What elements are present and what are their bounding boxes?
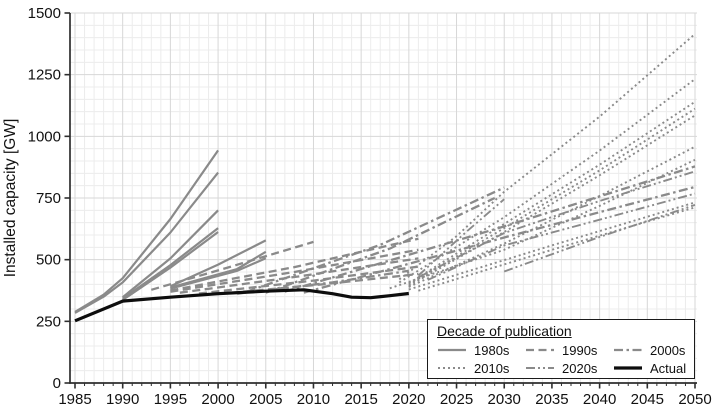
x-tick-label: 2025 xyxy=(440,391,473,408)
series-2010s xyxy=(408,145,696,288)
x-tick-label: 2005 xyxy=(249,391,282,408)
legend-line-sample-icon xyxy=(526,367,554,369)
series-1980s xyxy=(170,250,267,289)
y-tick-label: 1000 xyxy=(28,128,61,145)
legend-entry-label: 2020s xyxy=(562,360,598,376)
legend: Decade of publication 1980s 1990s 2000s 201… xyxy=(427,319,695,379)
series-1980s xyxy=(170,257,267,290)
legend-entry-label: 1990s xyxy=(562,342,598,358)
series-Actual xyxy=(74,288,409,323)
legend-line-sample-icon xyxy=(526,348,554,352)
series-1980s xyxy=(122,227,219,300)
x-tick-label: 2000 xyxy=(201,391,234,408)
y-axis-label: Installed capacity [GW] xyxy=(2,119,19,278)
legend-entry-1990s: 1990s xyxy=(525,343,613,358)
x-tick-label: 2010 xyxy=(297,391,330,408)
data-series xyxy=(74,33,696,323)
series-2000s xyxy=(284,165,696,293)
legend-entry-label: 1980s xyxy=(474,342,510,358)
y-tick-label: 500 xyxy=(36,252,61,269)
series-1980s xyxy=(74,171,219,314)
series-2020s xyxy=(503,203,696,273)
series-2010s xyxy=(408,101,696,285)
x-tick-label: 2050 xyxy=(678,391,711,408)
legend-entry-label: Actual xyxy=(650,360,687,376)
series-1980s xyxy=(122,209,219,299)
legend-entry-1980s: 1980s xyxy=(437,343,525,358)
x-tick-label: 2015 xyxy=(344,391,377,408)
legend-entry-label: 2000s xyxy=(650,342,686,358)
legend-entry-2010s: 2010s xyxy=(437,361,525,376)
y-tick-label: 1250 xyxy=(28,67,61,84)
series-2000s xyxy=(303,185,696,294)
series-2010s xyxy=(398,33,696,281)
y-tick-label: 1500 xyxy=(28,5,61,22)
legend-entries: 1980s 1990s 2000s 2010s 2020s Actual xyxy=(437,341,686,377)
series-1980s xyxy=(169,239,267,288)
series-1990s xyxy=(170,237,419,292)
series-1980s xyxy=(74,149,220,313)
y-tick-label: 0 xyxy=(53,375,61,392)
legend-entry-2020s: 2020s xyxy=(525,361,613,376)
x-tick-label: 2035 xyxy=(535,391,568,408)
series-2020s xyxy=(417,170,696,279)
legend-entry-2000s: 2000s xyxy=(613,343,686,358)
legend-line-sample-icon xyxy=(614,366,642,370)
legend-line-sample-icon xyxy=(438,348,466,352)
series-1990s xyxy=(170,248,419,293)
series-1980s xyxy=(122,231,219,301)
y-tick-label: 250 xyxy=(36,313,61,330)
series-2010s xyxy=(408,107,696,286)
y-tick-label: 750 xyxy=(36,190,61,207)
series-1990s xyxy=(150,240,314,291)
x-tick-label: 2020 xyxy=(392,391,425,408)
series-2010s xyxy=(408,114,696,287)
legend-line-sample-icon xyxy=(614,348,642,352)
series-1990s xyxy=(198,265,419,295)
x-tick-label: 1990 xyxy=(106,391,139,408)
x-tick-label: 1995 xyxy=(154,391,187,408)
x-tick-label: 2040 xyxy=(583,391,616,408)
x-tick-label: 2030 xyxy=(488,391,521,408)
legend-entry-label: 2010s xyxy=(474,360,510,376)
legend-line-sample-icon xyxy=(438,367,466,369)
series-2000s xyxy=(265,196,496,294)
series-2010s xyxy=(398,78,696,284)
series-2010s xyxy=(389,158,696,290)
legend-entry-actual: Actual xyxy=(613,361,686,376)
x-tick-label: 1985 xyxy=(58,391,91,408)
x-tick-label: 2045 xyxy=(631,391,664,408)
series-2010s xyxy=(418,206,696,292)
series-1990s xyxy=(217,272,419,296)
legend-title: Decade of publication xyxy=(437,323,572,339)
axes: 1985 1990 1995 2000 2005 2010 2015 2020 2025 2030… xyxy=(28,5,712,408)
series-2020s xyxy=(427,192,696,281)
